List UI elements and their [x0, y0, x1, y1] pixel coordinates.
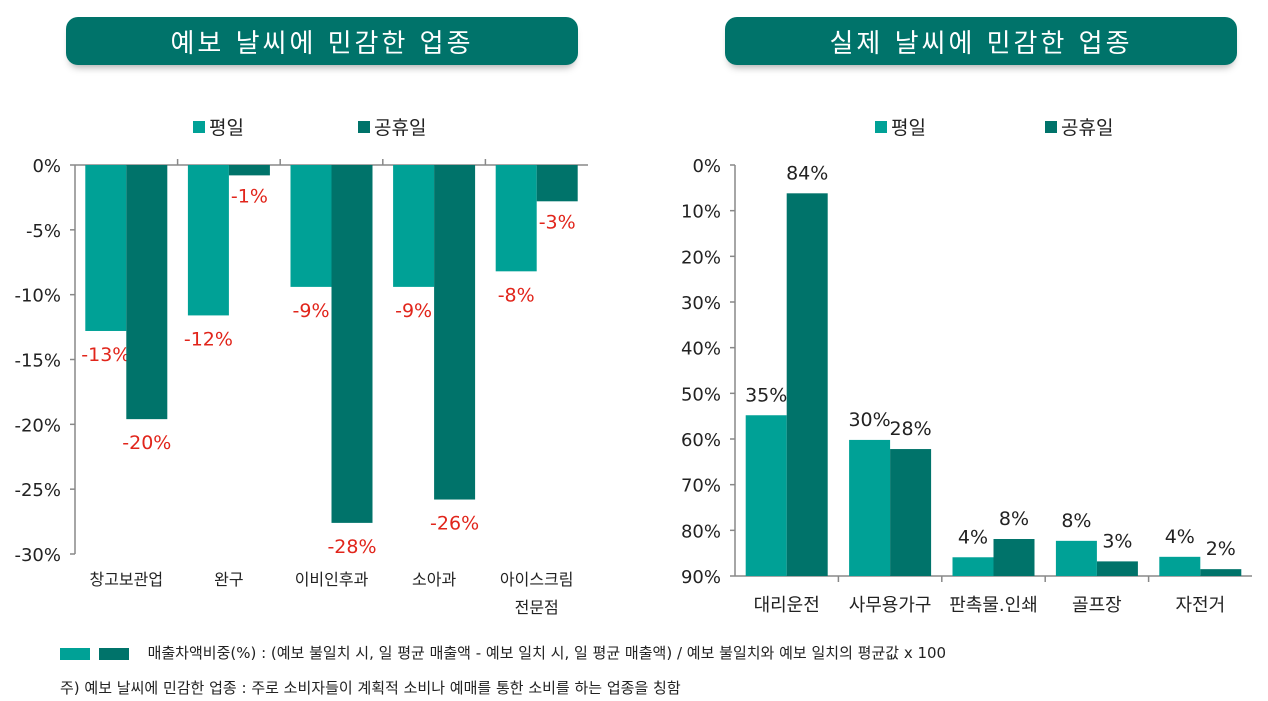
- category-label: 창고보관업: [89, 570, 163, 589]
- bar-weekday: [495, 165, 537, 272]
- left-chart-title: 예보 날씨에 민감한 업종: [170, 28, 474, 59]
- y-tick-label: -30%: [14, 545, 61, 566]
- left-legend-holiday: 공휴일: [358, 113, 426, 140]
- holiday-swatch: [358, 120, 370, 133]
- data-label: -8%: [498, 284, 535, 306]
- category-label: 이비인후과: [295, 570, 369, 589]
- right-legend-holiday: 공휴일: [1045, 113, 1113, 140]
- data-label: -9%: [395, 300, 432, 322]
- footer-formula: 매출차액비중(%) : (예보 불일치 시, 일 평균 매출액 - 예보 일치 …: [60, 642, 946, 663]
- bar-weekday: [187, 165, 229, 316]
- bar-weekday: [745, 415, 787, 576]
- bar-holiday: [536, 165, 578, 202]
- formula-text: 매출차액비중(%) : (예보 불일치 시, 일 평균 매출액 - 예보 일치 …: [147, 644, 947, 662]
- legend-label-holiday: 공휴일: [374, 117, 427, 139]
- y-tick-label: 30%: [681, 293, 721, 314]
- holiday-swatch: [98, 647, 129, 660]
- bar-weekday: [290, 165, 332, 287]
- bar-holiday: [331, 165, 373, 523]
- y-tick-label: 10%: [681, 202, 721, 223]
- data-label: 2%: [1206, 538, 1236, 560]
- data-label: -1%: [231, 185, 268, 207]
- data-label: -13%: [81, 344, 130, 366]
- y-tick-label: -10%: [14, 286, 61, 307]
- y-tick-label: -15%: [14, 351, 61, 372]
- data-label: 28%: [889, 418, 931, 440]
- data-label: 4%: [958, 526, 988, 548]
- data-label: 30%: [848, 409, 890, 431]
- right-chart-title: 실제 날씨에 민감한 업종: [829, 28, 1133, 59]
- bar-holiday: [1200, 569, 1242, 576]
- left-legend-weekday: 평일: [193, 113, 244, 140]
- y-tick-label: 20%: [681, 247, 721, 268]
- y-tick-label: 50%: [681, 384, 721, 405]
- bar-holiday: [1096, 561, 1138, 576]
- data-label: 4%: [1165, 526, 1195, 548]
- y-tick-label: 40%: [681, 339, 721, 360]
- data-label: 8%: [1061, 510, 1091, 532]
- weekday-swatch: [60, 647, 90, 660]
- data-label: -3%: [539, 211, 576, 233]
- data-label: 8%: [999, 508, 1029, 530]
- y-tick-label: 70%: [681, 476, 721, 497]
- bar-holiday: [228, 165, 270, 176]
- category-label: 사무용가구: [849, 595, 932, 616]
- footer-note: 주) 예보 날씨에 민감한 업종 : 주로 소비자들이 계획적 소비나 예매를 …: [60, 677, 681, 698]
- category-label: 자전거: [1175, 595, 1225, 616]
- category-label: 전문점: [515, 598, 559, 617]
- y-tick-label: 80%: [681, 521, 721, 542]
- category-label: 아이스크림: [500, 570, 574, 589]
- left-chart-title-banner: 예보 날씨에 민감한 업종: [66, 17, 578, 65]
- holiday-swatch: [1045, 120, 1057, 133]
- category-label: 대리운전: [754, 595, 820, 616]
- bar-weekday: [393, 165, 435, 287]
- y-tick-label: 90%: [681, 567, 721, 588]
- category-label: 골프장: [1072, 595, 1122, 616]
- note-text: 주) 예보 날씨에 민감한 업종 : 주로 소비자들이 계획적 소비나 예매를 …: [60, 679, 681, 697]
- weekday-swatch: [875, 120, 887, 133]
- data-label: 84%: [786, 162, 828, 184]
- data-label: 3%: [1102, 530, 1132, 552]
- y-tick-label: -25%: [14, 480, 61, 501]
- category-label: 완구: [214, 570, 243, 589]
- y-tick-label: 60%: [681, 430, 721, 451]
- data-label: -9%: [293, 300, 330, 322]
- y-tick-label: -20%: [14, 415, 61, 436]
- legend-label-holiday: 공휴일: [1061, 117, 1114, 139]
- legend-label-weekday: 평일: [891, 117, 926, 139]
- right-chart-title-banner: 실제 날씨에 민감한 업종: [725, 17, 1237, 65]
- y-tick-label: -5%: [26, 221, 61, 242]
- bar-weekday: [1055, 540, 1097, 576]
- bar-holiday: [786, 193, 828, 576]
- bar-holiday: [126, 165, 168, 420]
- data-label: -26%: [430, 513, 479, 535]
- data-label: 35%: [745, 384, 787, 406]
- category-label: 판촉물.인쇄: [949, 595, 1038, 616]
- bar-weekday: [849, 439, 891, 576]
- bar-weekday: [85, 165, 127, 331]
- bar-holiday: [993, 539, 1035, 576]
- right-legend-weekday: 평일: [875, 113, 926, 140]
- bar-holiday: [434, 165, 476, 500]
- data-label: -12%: [184, 328, 233, 350]
- bar-holiday: [890, 449, 932, 576]
- weekday-swatch: [193, 120, 205, 133]
- y-tick-label: 0%: [32, 156, 61, 177]
- data-label: -20%: [122, 432, 171, 454]
- bar-weekday: [952, 557, 994, 576]
- data-label: -28%: [327, 536, 376, 558]
- y-tick-label: 0%: [692, 156, 721, 177]
- legend-label-weekday: 평일: [209, 117, 244, 139]
- bar-weekday: [1159, 556, 1201, 576]
- category-label: 소아과: [412, 570, 456, 589]
